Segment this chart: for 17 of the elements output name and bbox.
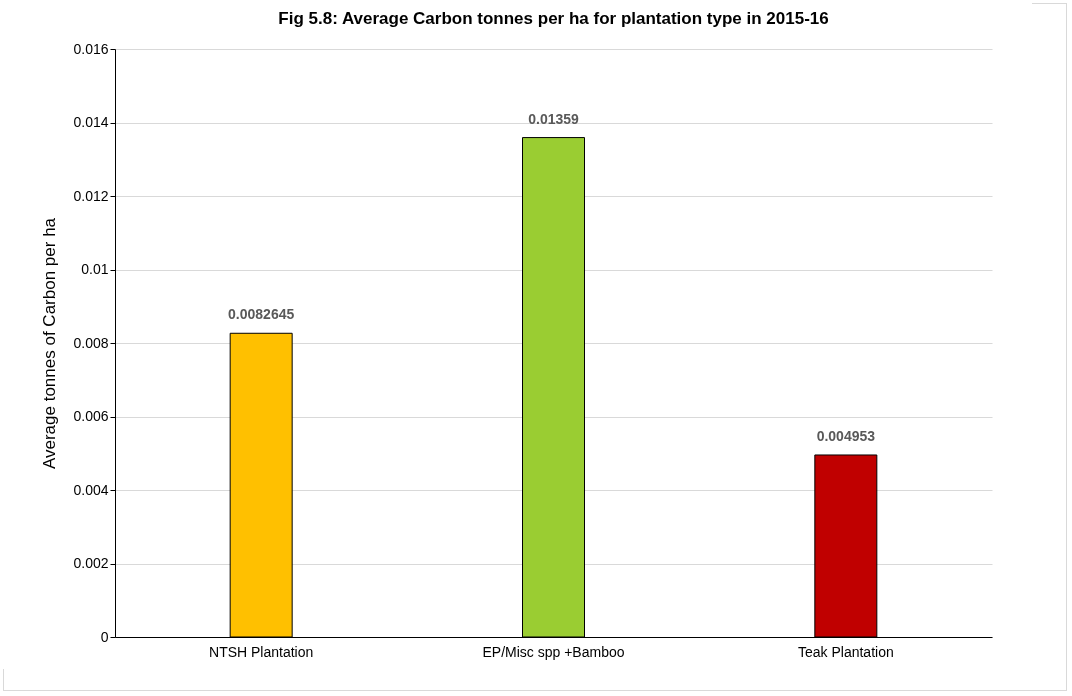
- data-label: 0.01359: [528, 110, 580, 127]
- y-tick-label: 0.014: [73, 114, 109, 130]
- y-tick-label: 0.01: [81, 261, 109, 277]
- y-tick-label: 0.002: [73, 555, 109, 571]
- chart-title: Fig 5.8: Average Carbon tonnes per ha for plantation type in 2015-16: [278, 9, 829, 28]
- y-tick-label: 0.008: [73, 334, 109, 351]
- y-tick-label: 0.006: [73, 408, 109, 424]
- y-tick-label: 0: [100, 628, 109, 645]
- y-axis-title: Average tonnes of Carbon per ha: [40, 217, 60, 470]
- x-tick-label: Teak Plantation: [797, 643, 894, 660]
- y-tick-label: 0.016: [73, 40, 109, 57]
- y-tick-label: 0.004: [73, 481, 109, 498]
- x-tick-label: EP/Misc spp +Bamboo: [482, 643, 625, 660]
- data-label: 0.0082645: [228, 306, 295, 323]
- x-tick-label: NTSH Plantation: [209, 643, 314, 660]
- y-tick-label: 0.012: [73, 187, 109, 204]
- data-label: 0.004953: [816, 427, 876, 444]
